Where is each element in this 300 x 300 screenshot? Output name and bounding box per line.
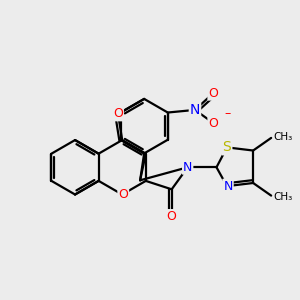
Text: CH₃: CH₃: [273, 192, 292, 202]
Text: O: O: [118, 188, 128, 201]
Text: CH₃: CH₃: [273, 132, 292, 142]
Text: N: N: [223, 180, 233, 193]
Text: –: –: [225, 107, 231, 120]
Text: N: N: [190, 103, 200, 117]
Text: N: N: [183, 161, 192, 174]
Text: O: O: [167, 210, 177, 223]
Text: O: O: [208, 87, 218, 100]
Text: O: O: [208, 116, 218, 130]
Text: O: O: [113, 107, 123, 120]
Text: S: S: [223, 140, 231, 154]
